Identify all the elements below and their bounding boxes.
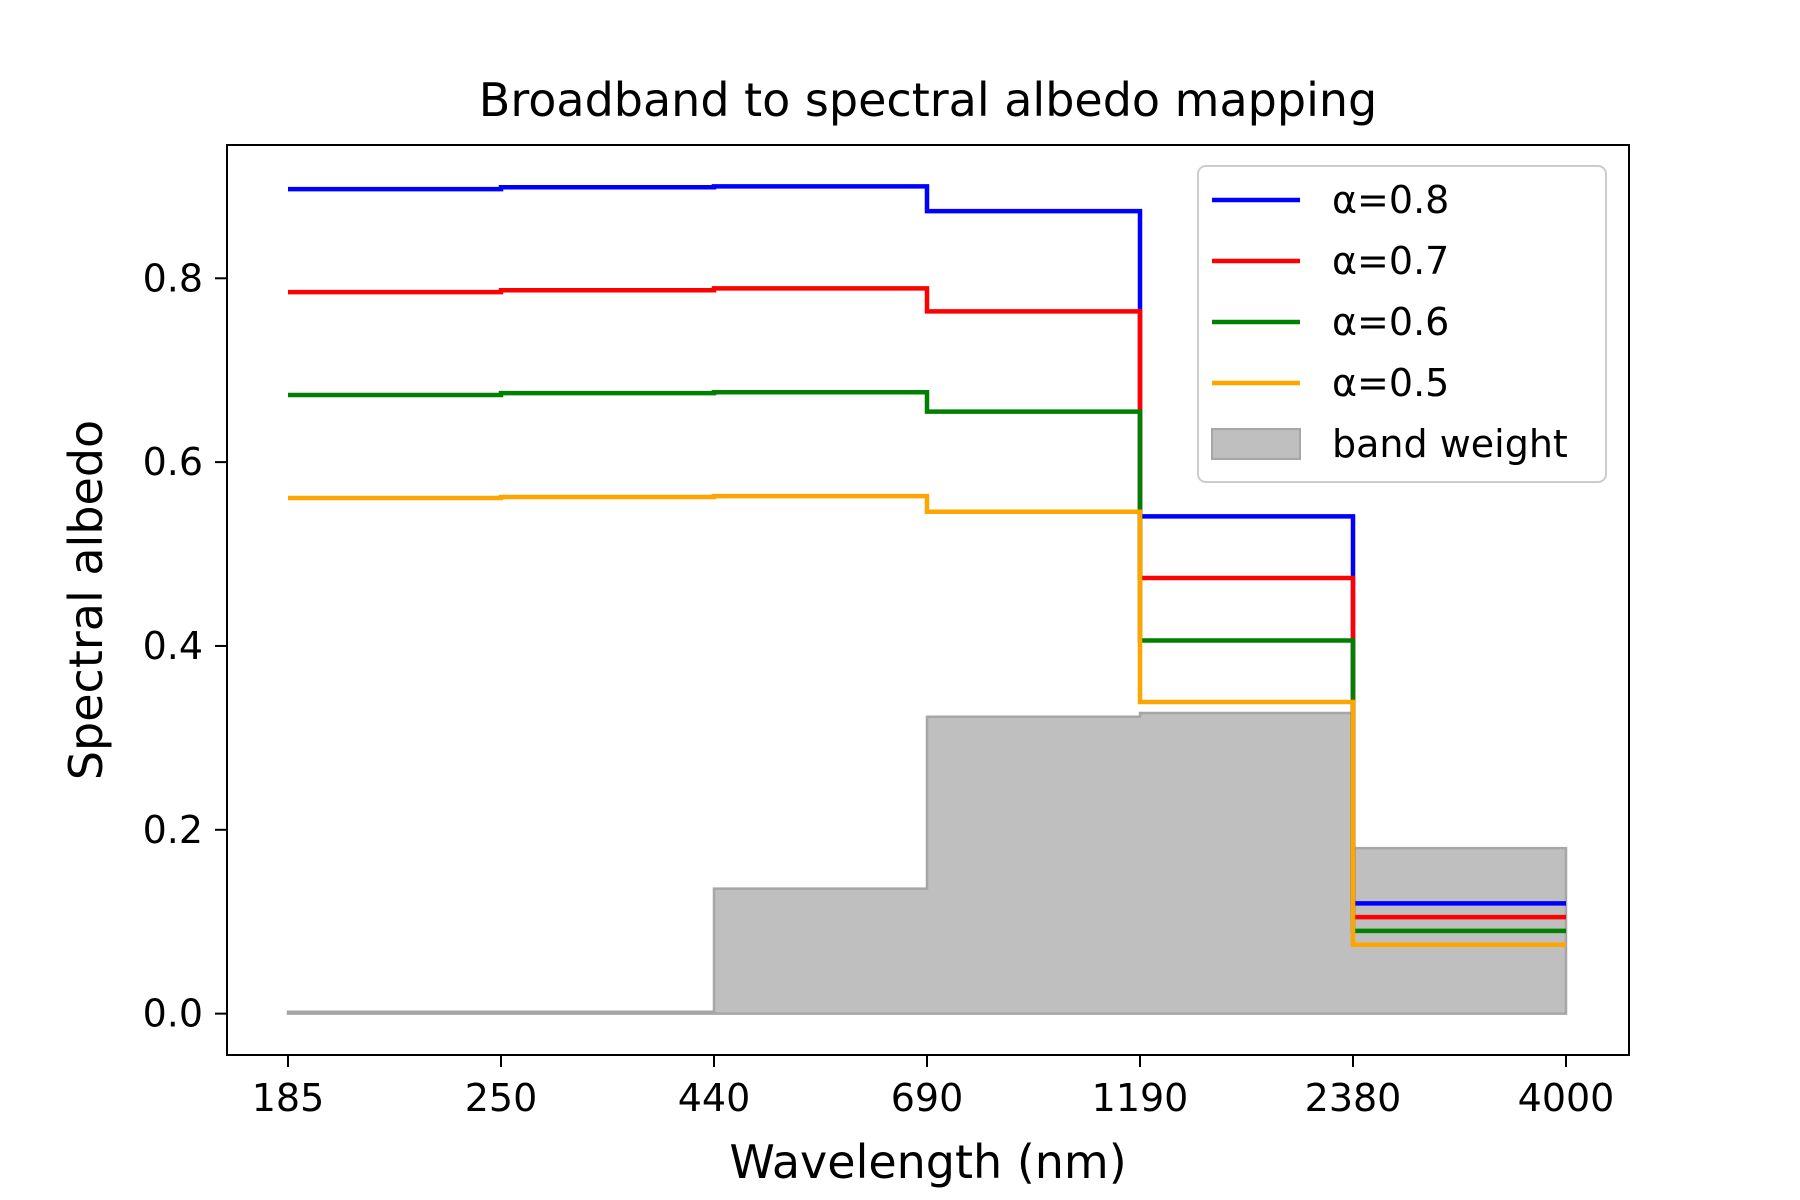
x-tick-label: 185	[252, 1076, 325, 1120]
legend-swatch-band-weight	[1211, 428, 1301, 460]
y-tick-label: 0.2	[143, 808, 203, 852]
band-weight-area	[286, 711, 1568, 1015]
x-tick-label: 1190	[1092, 1076, 1189, 1120]
y-axis-title: Spectral albedo	[59, 420, 113, 780]
y-axis: 0.0 0.2 0.4 0.6 0.8	[143, 256, 227, 1036]
legend-label-band-weight: band weight	[1332, 422, 1568, 466]
legend-label-2: α=0.7	[1332, 239, 1449, 283]
x-tick-label: 2380	[1305, 1076, 1402, 1120]
y-tick-label: 0.8	[143, 256, 203, 300]
y-tick-label: 0.4	[143, 624, 203, 668]
series-layer	[288, 184, 1566, 947]
series-line-3	[288, 390, 1566, 934]
series-line-2	[288, 286, 1566, 920]
series-line-4	[288, 493, 1566, 947]
x-tick-label: 4000	[1518, 1076, 1615, 1120]
legend-label-1: α=0.8	[1332, 178, 1449, 222]
x-axis: 185 250 440 690 1190 2380 4000	[252, 1055, 1615, 1120]
x-tick-label: 440	[678, 1076, 751, 1120]
y-tick-label: 0.6	[143, 440, 203, 484]
y-tick-label: 0.0	[143, 992, 203, 1036]
legend: α=0.8 α=0.7 α=0.6 α=0.5 band weight	[1197, 165, 1607, 483]
x-tick-label: 690	[891, 1076, 964, 1120]
x-axis-title: Wavelength (nm)	[729, 1135, 1126, 1189]
x-tick-label: 250	[465, 1076, 538, 1120]
legend-box	[1197, 165, 1607, 483]
band-weight-layer	[286, 711, 1568, 1015]
chart-title: Broadband to spectral albedo mapping	[479, 73, 1377, 127]
legend-label-4: α=0.5	[1332, 361, 1449, 405]
legend-label-3: α=0.6	[1332, 300, 1449, 344]
